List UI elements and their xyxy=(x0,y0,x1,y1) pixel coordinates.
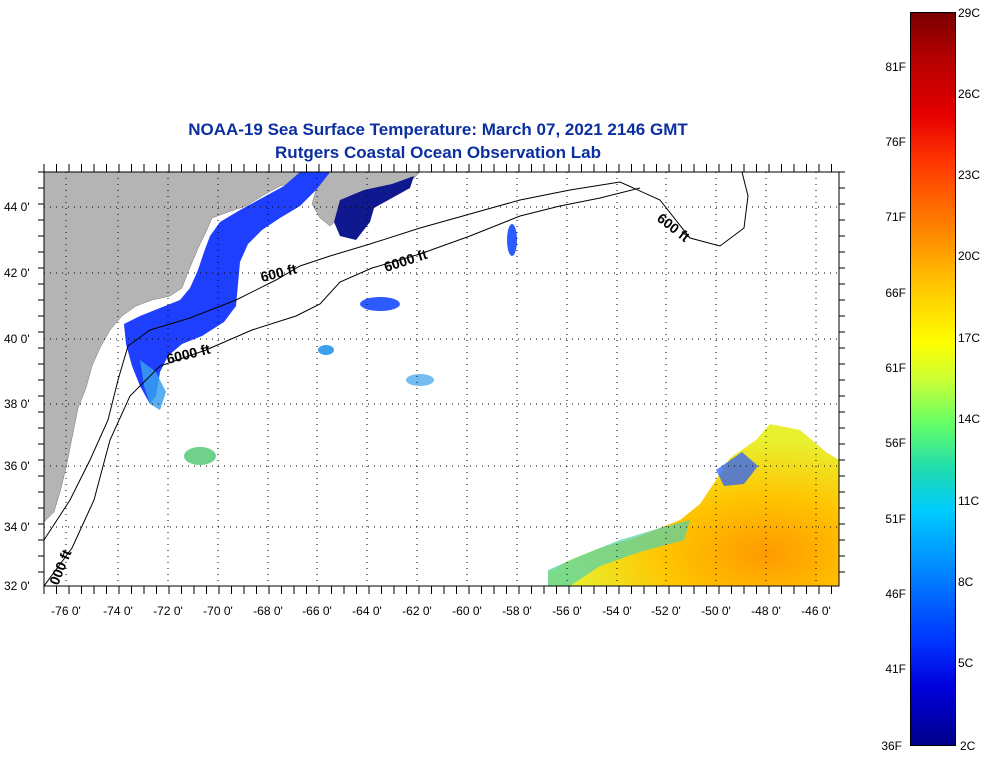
lon-tick-label: -66 0' xyxy=(302,604,332,618)
gulf-of-maine-water xyxy=(334,176,414,240)
colorbar-celsius-label: 29C xyxy=(958,6,981,20)
colorbar-fahrenheit-label: 76F xyxy=(885,135,906,149)
water-patch xyxy=(360,297,400,311)
lat-tick-label: 40 0' xyxy=(4,332,30,346)
colorbar-gradient xyxy=(910,12,956,746)
water-patch xyxy=(406,374,434,386)
colorbar-fahrenheit-label: 41F xyxy=(885,662,906,676)
contour-6000ft xyxy=(44,187,641,586)
map-title-line1: NOAA-19 Sea Surface Temperature: March 0… xyxy=(188,120,688,139)
lat-tick-label: 44 0' xyxy=(4,200,30,214)
lon-tick-label: -56 0' xyxy=(552,604,582,618)
lon-tick-label: -58 0' xyxy=(502,604,532,618)
contour-600ft xyxy=(44,172,749,541)
colorbar-fahrenheit-label: 56F xyxy=(885,436,906,450)
lat-tick-label: 38 0' xyxy=(4,397,30,411)
lat-tick-label: 42 0' xyxy=(4,266,30,280)
colorbar-celsius-label: 23C xyxy=(958,168,981,182)
lon-tick-label: -72 0' xyxy=(153,604,183,618)
lon-tick-label: -50 0' xyxy=(701,604,731,618)
map-grid xyxy=(44,172,839,586)
lon-tick-label: -74 0' xyxy=(103,604,133,618)
water-patch xyxy=(507,224,517,256)
lat-tick-label: 36 0' xyxy=(4,459,30,473)
lon-tick-label: -70 0' xyxy=(203,604,233,618)
lon-tick-label: -64 0' xyxy=(352,604,382,618)
lon-tick-label: -60 0' xyxy=(452,604,482,618)
water-patch xyxy=(318,345,334,355)
lon-tick-label: -46 0' xyxy=(801,604,831,618)
colorbar-celsius-label: 17C xyxy=(958,331,981,345)
colorbar-fahrenheit-label: 36F xyxy=(881,739,902,753)
colorbar-celsius-label: 2C xyxy=(960,739,976,753)
mixed-water-band xyxy=(548,520,690,586)
cool-slope-water xyxy=(140,360,166,410)
map-frame xyxy=(43,171,840,587)
lon-tick-label: -68 0' xyxy=(253,604,283,618)
cold-eddy xyxy=(716,452,758,486)
colorbar-celsius-label: 8C xyxy=(958,575,974,589)
lon-tick-label: -48 0' xyxy=(751,604,781,618)
water-patch xyxy=(184,447,216,465)
lon-tick-label: -76 0' xyxy=(51,604,81,618)
longitude-axis: -76 0' -74 0' -72 0' -70 0' -68 0' -66 0… xyxy=(51,604,831,618)
lon-tick-label: -52 0' xyxy=(651,604,681,618)
cold-shelf-water xyxy=(124,172,330,404)
map-plot-area xyxy=(44,172,839,586)
lon-tick-label: -62 0' xyxy=(402,604,432,618)
colorbar-fahrenheit-label: 66F xyxy=(885,286,906,300)
map-title: NOAA-19 Sea Surface Temperature: March 0… xyxy=(100,118,776,164)
colorbar-fahrenheit-label: 71F xyxy=(885,210,906,224)
frame-ticks xyxy=(38,164,845,594)
colorbar-fahrenheit-label: 51F xyxy=(885,512,906,526)
colorbar-celsius-label: 5C xyxy=(958,656,974,670)
colorbar-fahrenheit-label: 81F xyxy=(885,60,906,74)
lat-tick-label: 34 0' xyxy=(4,520,30,534)
map-title-line2: Rutgers Coastal Ocean Observation Lab xyxy=(275,143,601,162)
latitude-axis: 32 0' 34 0' 36 0' 38 0' 40 0' 42 0' 44 0… xyxy=(4,200,30,593)
lon-tick-label: -54 0' xyxy=(602,604,632,618)
lat-tick-label: 32 0' xyxy=(4,579,30,593)
colorbar-celsius-label: 20C xyxy=(958,249,981,263)
colorbar-fahrenheit-label: 46F xyxy=(885,587,906,601)
colorbar-celsius-label: 26C xyxy=(958,87,981,101)
temperature-colorbar xyxy=(910,12,956,746)
colorbar-celsius-label: 14C xyxy=(958,412,981,426)
colorbar-fahrenheit-label: 61F xyxy=(885,361,906,375)
land-mass xyxy=(44,172,301,523)
colorbar-celsius-label: 11C xyxy=(958,494,980,508)
